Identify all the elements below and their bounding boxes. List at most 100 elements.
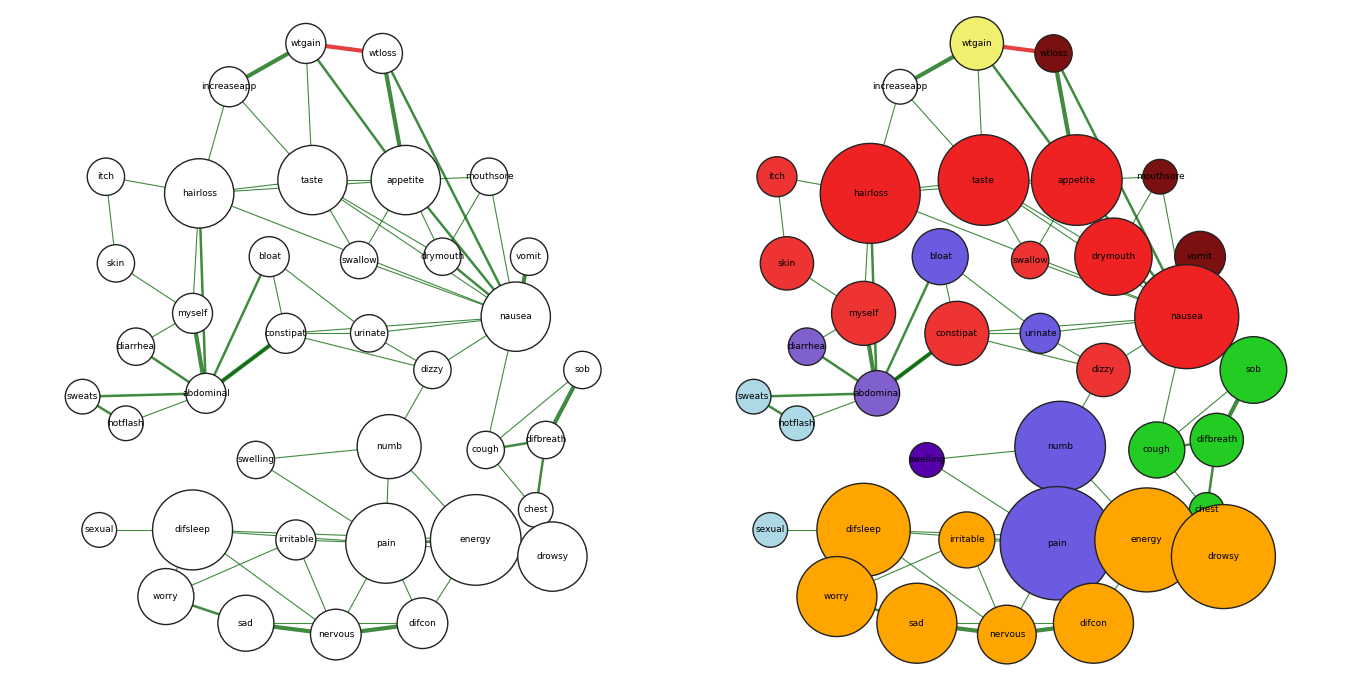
Circle shape [108,406,144,441]
Circle shape [1143,159,1177,194]
Circle shape [1077,343,1130,396]
Text: itch: itch [98,172,114,182]
Circle shape [1054,583,1134,663]
Circle shape [527,422,564,458]
Circle shape [87,158,125,195]
Circle shape [414,352,452,389]
Text: difcon: difcon [408,619,437,628]
Text: sexual: sexual [755,526,785,534]
Circle shape [1012,241,1048,279]
Text: constipat: constipat [264,329,306,338]
Text: drowsy: drowsy [1207,552,1239,561]
Circle shape [518,522,587,591]
Circle shape [938,512,995,568]
Circle shape [424,238,461,275]
Circle shape [98,245,134,282]
Text: sexual: sexual [84,526,114,534]
Circle shape [278,146,347,215]
Text: difsleep: difsleep [175,526,210,534]
Text: energy: energy [460,535,492,545]
Text: sob: sob [1245,365,1261,375]
Text: drymouth: drymouth [420,252,465,261]
Text: energy: energy [1131,535,1162,545]
Text: swallow: swallow [1013,256,1048,265]
Text: drymouth: drymouth [1092,252,1135,261]
Text: hotflash: hotflash [107,419,144,428]
Circle shape [1220,337,1287,403]
Text: numb: numb [1047,442,1073,451]
Text: wtgain: wtgain [290,39,321,48]
Text: cough: cough [472,445,499,454]
Text: myself: myself [178,309,207,318]
Circle shape [218,595,274,651]
Circle shape [1001,487,1113,600]
Circle shape [275,520,316,560]
Text: vomit: vomit [1186,252,1214,261]
Text: wtloss: wtloss [1039,49,1067,58]
Text: wtgain: wtgain [961,39,993,48]
Circle shape [820,143,921,243]
Circle shape [481,282,551,352]
Text: pain: pain [376,539,396,548]
Text: nervous: nervous [317,630,354,639]
Text: nausea: nausea [1170,312,1203,321]
Text: itch: itch [769,172,785,182]
Text: appetite: appetite [386,175,424,184]
Text: abdominal: abdominal [182,389,229,398]
Circle shape [340,241,378,279]
Circle shape [1014,401,1105,492]
Text: hotflash: hotflash [778,419,815,428]
Circle shape [138,568,194,624]
Text: nausea: nausea [499,312,532,321]
Circle shape [117,328,155,365]
Text: hairloss: hairloss [853,189,888,198]
Text: cough: cough [1143,445,1170,454]
Text: swelling: swelling [909,456,945,464]
Circle shape [831,282,895,345]
Text: irritable: irritable [949,535,984,545]
Circle shape [153,490,232,570]
Text: swallow: swallow [342,256,377,265]
Text: bloat: bloat [929,252,952,261]
Text: hairloss: hairloss [182,189,217,198]
Circle shape [1032,135,1123,225]
Text: dizzy: dizzy [1092,365,1115,375]
Circle shape [1035,35,1073,72]
Text: mouthsore: mouthsore [465,172,514,182]
Circle shape [164,158,233,228]
Circle shape [471,158,507,195]
Circle shape [266,313,306,354]
Circle shape [466,431,504,469]
Text: myself: myself [849,309,879,318]
Circle shape [1189,492,1224,527]
Circle shape [372,146,441,215]
Circle shape [780,406,814,441]
Circle shape [362,33,403,73]
Circle shape [209,67,250,107]
Circle shape [736,379,772,414]
Text: chest: chest [1195,505,1219,515]
Text: difbreath: difbreath [525,435,567,445]
Circle shape [797,556,877,636]
Circle shape [883,69,918,104]
Circle shape [1020,313,1060,354]
Circle shape [910,443,944,477]
Circle shape [172,293,213,333]
Text: sad: sad [237,619,254,628]
Text: urinate: urinate [353,329,385,338]
Text: difsleep: difsleep [846,526,881,534]
Circle shape [951,17,1003,70]
Circle shape [761,237,814,290]
Circle shape [81,513,117,547]
Text: constipat: constipat [936,329,978,338]
Text: appetite: appetite [1058,175,1096,184]
Circle shape [430,494,521,585]
Circle shape [1135,265,1239,369]
Text: drowsy: drowsy [537,552,568,561]
Text: pain: pain [1047,539,1067,548]
Circle shape [346,503,426,583]
Circle shape [65,379,100,414]
Circle shape [854,371,899,416]
Circle shape [938,135,1029,225]
Circle shape [518,492,553,527]
